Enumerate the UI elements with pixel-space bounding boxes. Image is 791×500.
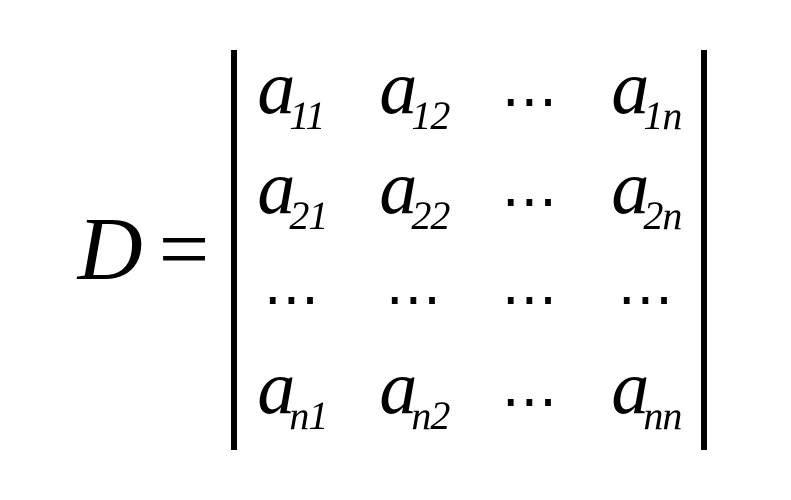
entry-1-1: a 11 <box>257 50 327 150</box>
cdots-icon: ⋯ <box>263 272 321 328</box>
cdots-icon: ⋯ <box>501 350 559 430</box>
entry-subscript: 22 <box>411 196 449 236</box>
determinant-equation: D = a 11 a 12 ⋯ a 1n a 21 <box>0 0 791 500</box>
equation-lhs: D = <box>78 205 212 295</box>
cdots-icon: ⋯ <box>617 272 675 328</box>
entry-3-4-dots: ⋯ <box>611 250 681 350</box>
entry-subscript: n1 <box>289 396 327 436</box>
cdots-icon: ⋯ <box>501 50 559 130</box>
entry-1-2: a 12 <box>379 50 449 150</box>
entry-4-1: a n1 <box>257 350 327 450</box>
cdots-icon: ⋯ <box>501 272 559 328</box>
cdots-icon: ⋯ <box>385 272 443 328</box>
entry-subscript: 2n <box>643 196 681 236</box>
entry-3-1-dots: ⋯ <box>257 250 327 350</box>
lhs-variable: D <box>78 205 143 295</box>
determinant: a 11 a 12 ⋯ a 1n a 21 a 22 <box>225 50 713 450</box>
entry-3-2-dots: ⋯ <box>379 250 449 350</box>
entry-subscript: n2 <box>411 396 449 436</box>
right-vertical-bar <box>701 50 707 450</box>
equals-sign: = <box>153 205 212 295</box>
entry-subscript: 11 <box>289 96 324 136</box>
entry-1-3-dots: ⋯ <box>501 50 559 150</box>
entry-subscript: 12 <box>411 96 449 136</box>
entry-2-3-dots: ⋯ <box>501 150 559 250</box>
entry-4-4: a nn <box>611 350 681 450</box>
entry-2-2: a 22 <box>379 150 449 250</box>
entry-subscript: nn <box>643 396 681 436</box>
matrix-grid: a 11 a 12 ⋯ a 1n a 21 a 22 <box>243 50 695 450</box>
entry-4-3-dots: ⋯ <box>501 350 559 450</box>
entry-1-4: a 1n <box>611 50 681 150</box>
left-vertical-bar <box>231 50 237 450</box>
entry-4-2: a n2 <box>379 350 449 450</box>
entry-subscript: 21 <box>289 196 327 236</box>
entry-3-3-dots: ⋯ <box>501 250 559 350</box>
entry-2-1: a 21 <box>257 150 327 250</box>
cdots-icon: ⋯ <box>501 150 559 230</box>
entry-2-4: a 2n <box>611 150 681 250</box>
entry-subscript: 1n <box>643 96 681 136</box>
